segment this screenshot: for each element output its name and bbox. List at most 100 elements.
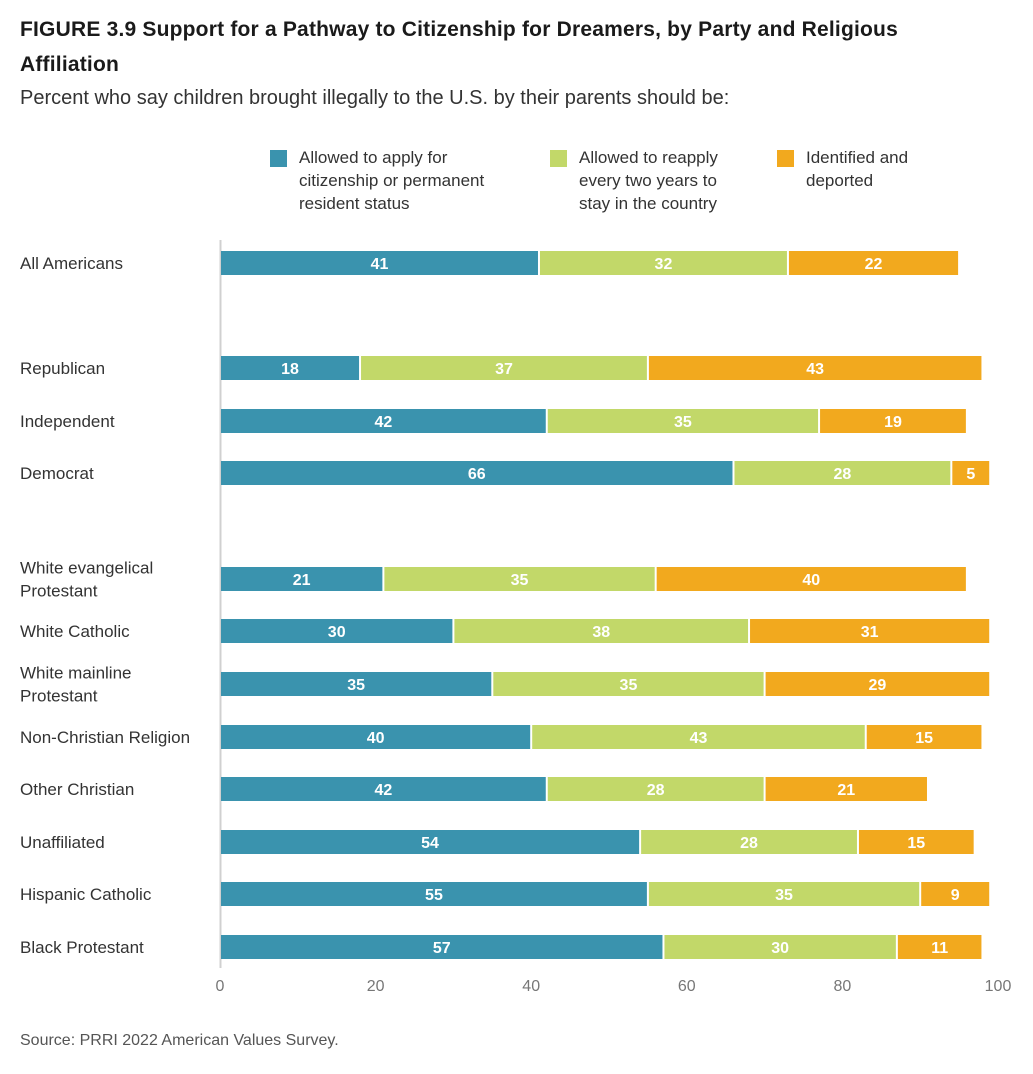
row-label: Protestant (20, 687, 98, 706)
chart-title: FIGURE 3.9 Support for a Pathway to Citi… (20, 12, 1010, 82)
data-label: 30 (771, 940, 789, 957)
x-tick-label: 100 (985, 978, 1012, 995)
data-label: 21 (837, 782, 855, 799)
data-label: 5 (966, 466, 975, 483)
legend-swatch-apply (270, 150, 287, 167)
bar-segment (454, 619, 749, 643)
legend-label-reapply: Allowed to reapply every two years to st… (579, 146, 718, 215)
bar-segment (648, 882, 920, 906)
bar-segment (765, 672, 990, 696)
bar-segment (750, 619, 990, 643)
legend-label-reapply-line-3: stay in the country (579, 194, 717, 213)
bar-segment (221, 830, 640, 854)
row-label: White mainline (20, 664, 132, 683)
x-tick-label: 80 (834, 978, 852, 995)
data-label: 22 (865, 256, 883, 273)
data-label: 9 (951, 887, 960, 904)
row-label: Democrat (20, 464, 94, 483)
bar-segment (221, 935, 663, 959)
bar-segment (656, 567, 966, 591)
row-label: Republican (20, 359, 105, 378)
bar-segment (221, 461, 733, 485)
legend-item-deported: Identified and deported (777, 146, 908, 192)
bar-segment (221, 672, 492, 696)
data-label: 19 (884, 414, 902, 431)
legend-label-apply-line-3: resident status (299, 194, 410, 213)
bar-segment (866, 725, 982, 749)
data-label: 15 (907, 835, 925, 852)
bar-segment (493, 672, 764, 696)
row-label: All Americans (20, 254, 123, 273)
bar-segment (361, 356, 647, 380)
bar-segment (539, 251, 787, 275)
data-label: 42 (374, 414, 392, 431)
chart-title-line-2: Affiliation (20, 53, 120, 76)
data-label: 54 (421, 835, 439, 852)
legend-swatch-deported (777, 150, 794, 167)
legend-item-apply: Allowed to apply for citizenship or perm… (270, 146, 484, 215)
data-label: 35 (775, 887, 793, 904)
data-label: 21 (293, 572, 311, 589)
bar-segment (221, 409, 546, 433)
data-label: 18 (281, 361, 299, 378)
bar-segment (897, 935, 982, 959)
row-label: Unaffiliated (20, 833, 105, 852)
data-label: 28 (647, 782, 665, 799)
data-label: 40 (802, 572, 820, 589)
bar-segment (921, 882, 990, 906)
legend-label-apply-line-2: citizenship or permanent (299, 171, 485, 190)
bar-segment (547, 409, 819, 433)
x-tick-label: 20 (367, 978, 385, 995)
data-label: 30 (328, 624, 346, 641)
legend-label-deported-line-1: Identified and (806, 148, 909, 167)
bar-segment (648, 356, 982, 380)
data-label: 38 (592, 624, 610, 641)
x-tick-label: 0 (216, 978, 225, 995)
row-label: Black Protestant (20, 938, 144, 957)
bar-segment (221, 777, 546, 801)
bar-segment (788, 251, 959, 275)
data-label: 40 (367, 730, 385, 747)
legend-label-reapply-line-2: every two years to (579, 171, 717, 190)
bar-segment (547, 777, 764, 801)
data-label: 55 (425, 887, 443, 904)
bar-segment (221, 251, 538, 275)
data-label: 42 (374, 782, 392, 799)
x-tick-label: 60 (678, 978, 696, 995)
x-tick-label: 40 (522, 978, 540, 995)
bar-segment (221, 882, 647, 906)
data-label: 57 (433, 940, 451, 957)
legend-label-apply: Allowed to apply for citizenship or perm… (299, 146, 484, 215)
data-label: 35 (674, 414, 692, 431)
bar-segment (221, 356, 360, 380)
bar-segment (820, 409, 966, 433)
row-label: Other Christian (20, 780, 134, 799)
row-label: Hispanic Catholic (20, 885, 152, 904)
data-label: 29 (869, 677, 887, 694)
data-label: 35 (620, 677, 638, 694)
legend-item-reapply: Allowed to reapply every two years to st… (550, 146, 718, 215)
bar-segment (221, 619, 453, 643)
data-label: 43 (806, 361, 824, 378)
bar-segment (221, 725, 531, 749)
source-note: Source: PRRI 2022 American Values Survey… (20, 1032, 339, 1049)
data-label: 15 (915, 730, 933, 747)
legend-label-deported: Identified and deported (806, 146, 908, 192)
bar-segment (532, 725, 865, 749)
bar-segment (664, 935, 896, 959)
data-label: 43 (690, 730, 708, 747)
legend-swatch-reapply (550, 150, 567, 167)
legend-label-reapply-line-1: Allowed to reapply (579, 148, 718, 167)
bar-segment (384, 567, 655, 591)
bar-segment (734, 461, 951, 485)
bar-segment (641, 830, 857, 854)
bar-segment (952, 461, 990, 485)
row-label: Independent (20, 412, 115, 431)
row-label: Protestant (20, 582, 98, 601)
data-label: 66 (468, 466, 486, 483)
bar-segment (858, 830, 974, 854)
data-label: 28 (834, 466, 852, 483)
bar-segment (221, 567, 383, 591)
chart-subtitle: Percent who say children brought illegal… (20, 87, 730, 109)
row-label: Non-Christian Religion (20, 728, 190, 747)
